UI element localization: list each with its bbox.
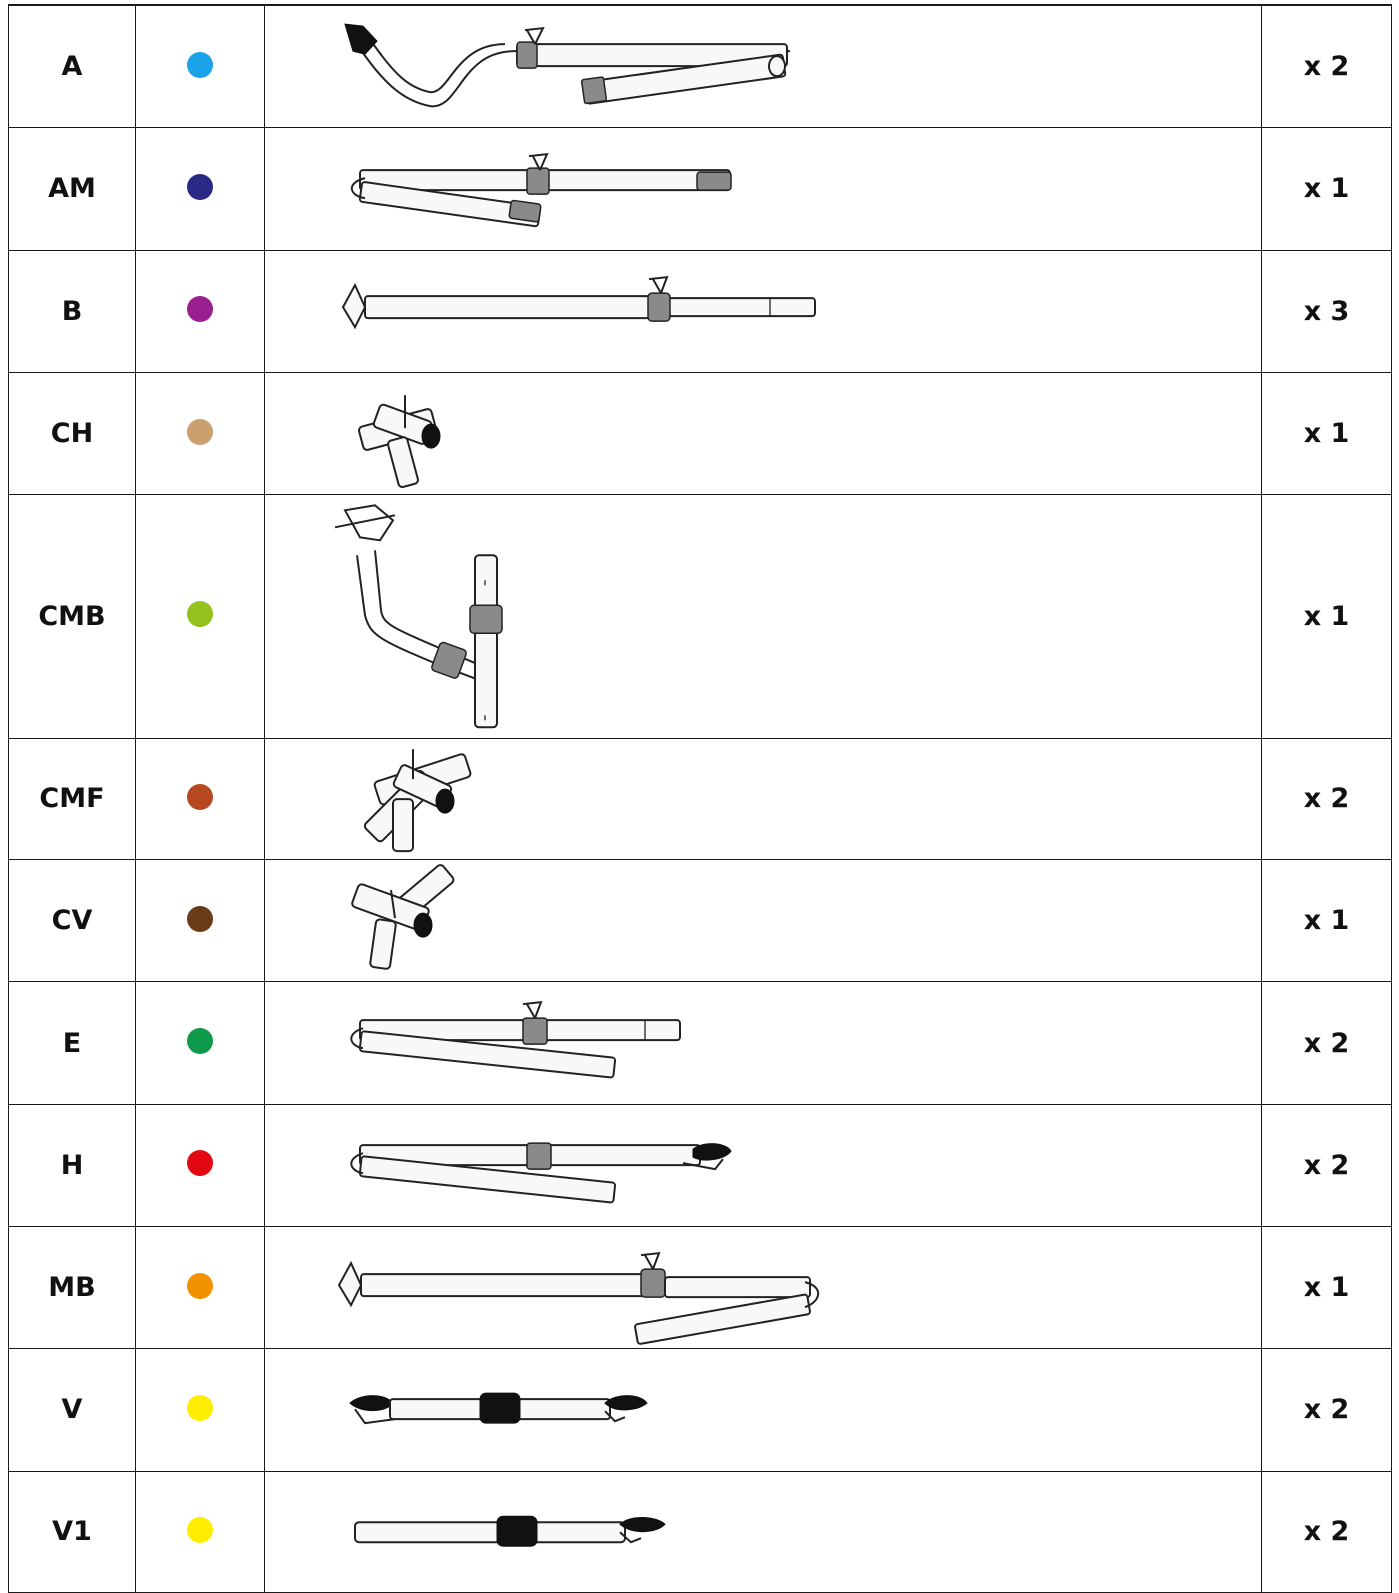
single-clip-tension-pole-icon [354, 1515, 666, 1547]
part-code: B [8, 249, 136, 373]
part-code: CMB [8, 494, 136, 739]
part-code: H [8, 1103, 136, 1227]
part-row-a: A x 2 [8, 4, 1392, 129]
part-code: V1 [8, 1470, 136, 1593]
part-qty: x 2 [1261, 1348, 1392, 1472]
color-marker [187, 51, 213, 78]
four-way-connector-icon [363, 748, 472, 852]
part-code: V [8, 1348, 136, 1472]
arched-telescopic-pole-icon [344, 23, 790, 108]
part-code: CMF [8, 737, 136, 861]
part-qty: x 1 [1261, 127, 1392, 251]
part-row-am: AM x 1 [8, 127, 1392, 251]
part-code: CV [8, 859, 136, 983]
folding-telescopic-pole-icon [350, 153, 732, 228]
color-marker [187, 173, 213, 200]
part-qty: x 1 [1261, 371, 1392, 496]
part-qty: x 1 [1261, 1225, 1392, 1350]
angled-connector-icon [351, 864, 455, 970]
part-qty: x 1 [1261, 859, 1392, 983]
part-code: AM [8, 127, 136, 251]
part-row-h: H x 2 [8, 1103, 1392, 1227]
part-code: E [8, 981, 136, 1105]
color-marker [187, 296, 213, 323]
footed-telescopic-pole-icon [341, 275, 816, 329]
part-row-e: E x 2 [8, 981, 1392, 1105]
part-row-cmf: CMF x 2 [8, 737, 1392, 861]
part-qty: x 2 [1261, 1470, 1392, 1593]
bent-connector-pole-icon [334, 504, 503, 729]
part-row-b: B x 3 [8, 249, 1392, 373]
part-qty: x 1 [1261, 494, 1392, 739]
color-marker [187, 1150, 213, 1177]
part-row-mb: MB x 1 [8, 1225, 1392, 1350]
color-marker [187, 783, 213, 810]
part-row-cmb: CMB x 1 [8, 494, 1392, 739]
color-marker [187, 418, 213, 445]
double-clip-tension-pole-icon [349, 1392, 648, 1425]
color-marker [187, 601, 213, 628]
three-way-connector-icon [357, 395, 441, 488]
parts-table: A x 2 AM [8, 4, 1392, 1593]
color-marker [187, 1272, 213, 1299]
part-row-v: V x 2 [8, 1348, 1392, 1472]
color-marker [187, 905, 213, 932]
part-row-v1: V1 x 2 [8, 1470, 1392, 1593]
part-qty: x 2 [1261, 737, 1392, 861]
part-qty: x 2 [1261, 4, 1392, 129]
part-code: MB [8, 1225, 136, 1350]
part-code: A [8, 4, 136, 129]
part-qty: x 2 [1261, 981, 1392, 1105]
color-marker [187, 1516, 213, 1543]
part-row-ch: CH x 1 [8, 371, 1392, 496]
part-qty: x 3 [1261, 249, 1392, 373]
folding-pole-icon [350, 1001, 681, 1079]
part-code: CH [8, 371, 136, 496]
color-marker [187, 1028, 213, 1055]
part-row-cv: CV x 1 [8, 859, 1392, 983]
footed-folding-pole-icon [337, 1251, 820, 1345]
folding-pole-with-clip-icon [350, 1142, 732, 1204]
color-marker [187, 1394, 213, 1421]
part-qty: x 2 [1261, 1103, 1392, 1227]
